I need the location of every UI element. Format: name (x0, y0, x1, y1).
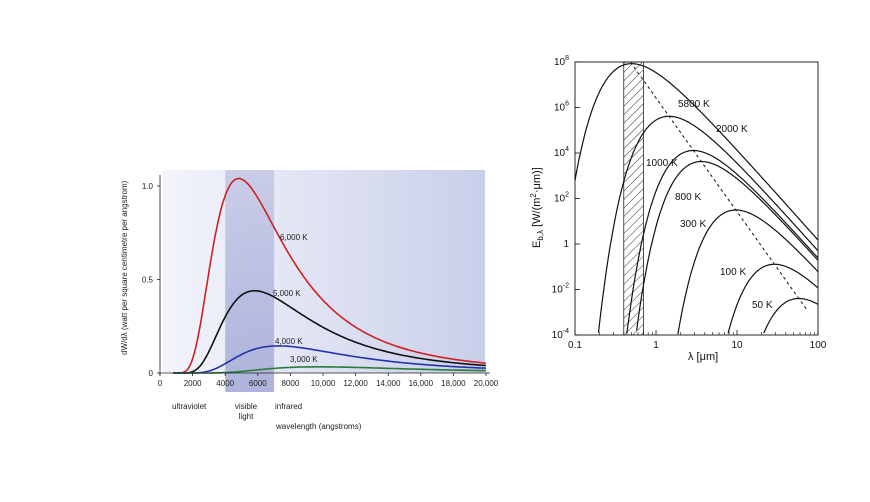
band-label-visible: visible (235, 402, 258, 411)
right-series-labels: 5800 K 2000 K 1000 K 800 K 300 K 100 K 50 K (646, 99, 773, 311)
left-series-label: 5,000 K (273, 289, 301, 298)
right-y-tick-label: 10-2 (552, 283, 569, 296)
right-series-label: 1000 K (646, 158, 678, 169)
right-y-tick-label: 108 (554, 55, 569, 68)
right-x-tick-label: 0.1 (568, 340, 582, 351)
right-x-axis-label: λ [μm] (688, 351, 718, 363)
right-series-line (727, 263, 819, 334)
band-label-light: light (239, 412, 254, 421)
right-series-label: 300 K (680, 219, 706, 230)
left-y-tick-label: 1.0 (142, 182, 154, 191)
right-series-line (636, 160, 819, 331)
left-y-ticks: 0 0.5 1.0 (142, 182, 160, 378)
right-y-ticks: 10-4 10-2 1 102 104 106 108 (552, 55, 580, 341)
left-x-tick-label: 18,000 (441, 379, 466, 388)
right-y-tick-label: 106 (554, 101, 569, 114)
right-series-label: 50 K (752, 300, 773, 311)
right-x-tick-label: 10 (731, 340, 743, 351)
right-series-label: 2000 K (716, 124, 748, 135)
right-series-label: 5800 K (678, 99, 710, 110)
left-plot-background (163, 170, 485, 373)
right-y-tick-label: 102 (554, 192, 569, 205)
left-x-tick-label: 8000 (282, 379, 300, 388)
right-x-ticks: 0.1 1 10 100 (568, 330, 827, 351)
right-chart: 0.1 1 10 100 10-4 10-2 1 102 104 106 108 5800 K 20… (529, 55, 827, 363)
right-series-line (677, 209, 819, 335)
left-series-label: 4,000 K (275, 337, 303, 346)
left-x-axis-label: wavelength (angstroms) (275, 422, 362, 431)
left-x-tick-label: 16,000 (409, 379, 434, 388)
left-x-tick-label: 20,000 (474, 379, 499, 388)
left-series-line (173, 345, 487, 374)
band-label-ultraviolet: ultraviolet (172, 402, 207, 411)
left-series-line (173, 289, 487, 374)
left-x-tick-label: 2000 (184, 379, 202, 388)
left-chart: 0 2000 4000 6000 8000 10,000 12,000 14,000 16,00… (120, 170, 499, 431)
left-visible-band (225, 170, 275, 392)
left-x-tick-label: 0 (158, 379, 163, 388)
left-x-tick-label: 14,000 (376, 379, 401, 388)
left-series-label: 6,000 K (280, 233, 308, 242)
right-y-axis-label: Eb,λ [W/(m2·μm)] (529, 167, 545, 248)
right-y-tick-label: 1 (563, 239, 569, 250)
right-series-line (574, 63, 819, 241)
left-x-tick-label: 6000 (249, 379, 267, 388)
right-series-line (626, 149, 819, 334)
left-x-tick-label: 12,000 (343, 379, 368, 388)
right-visible-band (623, 61, 644, 336)
right-x-tick-label: 100 (810, 340, 827, 351)
left-y-axis-label: dW/dλ (watt per square centimetre per an… (120, 180, 129, 355)
left-y-tick-label: 0.5 (142, 276, 154, 285)
left-y-tick-label: 0 (149, 369, 154, 378)
right-y-tick-label: 104 (554, 146, 569, 159)
left-x-tick-label: 10,000 (311, 379, 336, 388)
right-curves (574, 63, 819, 335)
right-series-line (597, 115, 819, 333)
right-x-tick-label: 1 (653, 340, 659, 351)
right-y-tick-label: 10-4 (552, 328, 569, 341)
left-series-labels: 6,000 K 5,000 K 4,000 K 3,000 K (273, 233, 318, 364)
wien-displacement-line (629, 61, 808, 310)
left-x-ticks: 0 2000 4000 6000 8000 10,000 12,000 14,000 16,00… (158, 373, 499, 388)
right-series-label: 800 K (675, 192, 701, 203)
left-series-line (173, 177, 487, 374)
right-series-line (763, 297, 819, 334)
left-series-label: 3,000 K (290, 355, 318, 364)
right-series-label: 100 K (720, 267, 746, 278)
band-label-infrared: infrared (275, 402, 302, 411)
left-x-tick-label: 4000 (216, 379, 234, 388)
